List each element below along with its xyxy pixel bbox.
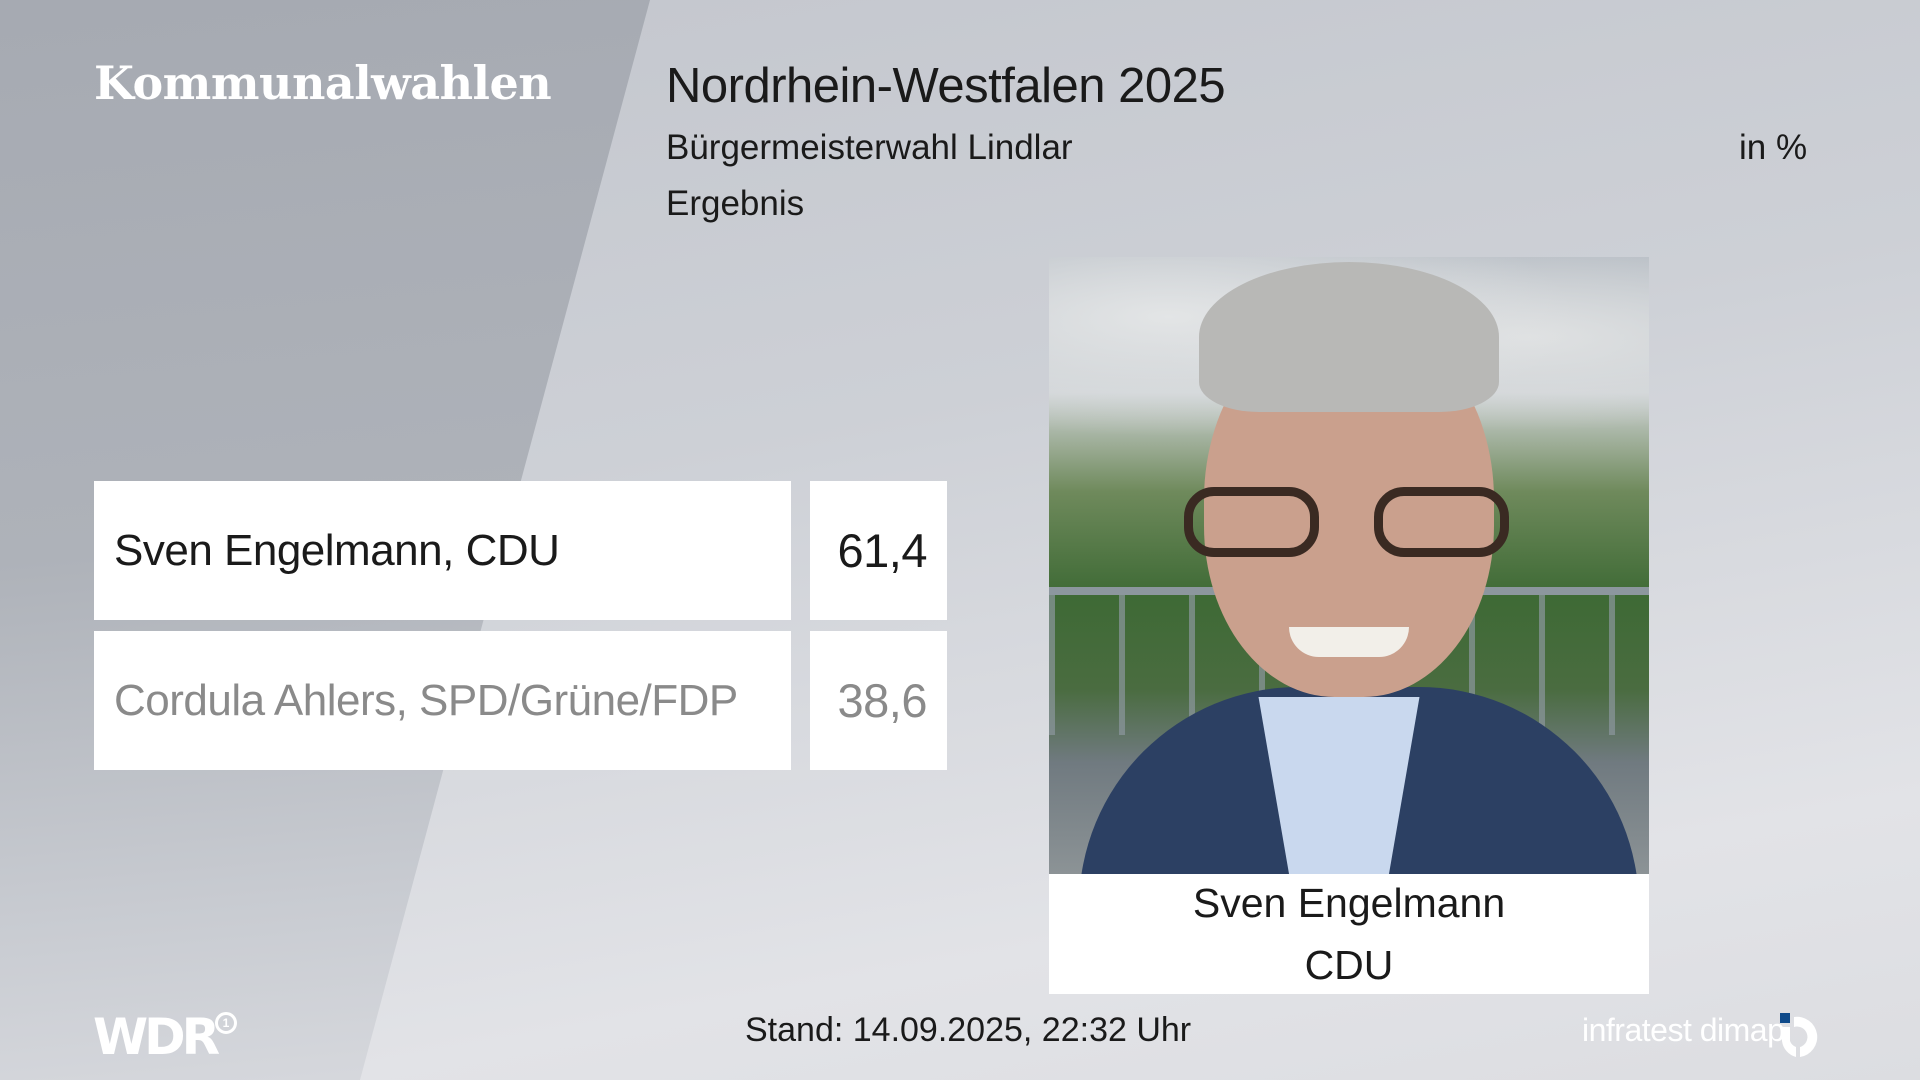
ard-one-icon: 1 [215, 1012, 237, 1034]
winner-card: Sven Engelmann CDU [1049, 257, 1649, 994]
winner-party: CDU [1304, 942, 1394, 988]
result-row-winner: Sven Engelmann, CDU 61,4 [94, 481, 947, 620]
candidate-percentage: 38,6 [810, 631, 947, 770]
infratest-dimap-logo-icon [1780, 1013, 1818, 1057]
candidate-name: Cordula Ahlers, SPD/Grüne/FDP [94, 631, 791, 770]
wdr-logo-icon: WDR [93, 1008, 220, 1066]
result-row-runner-up: Cordula Ahlers, SPD/Grüne/FDP 38,6 [94, 631, 947, 770]
winner-name: Sven Engelmann [1192, 880, 1506, 926]
winner-caption: Sven Engelmann CDU [1049, 874, 1649, 994]
brand-title: Kommunalwahlen [94, 56, 552, 110]
pollster-name: infratest dimap [1582, 1012, 1785, 1048]
candidate-name: Sven Engelmann, CDU [94, 481, 791, 620]
candidate-percentage: 61,4 [810, 481, 947, 620]
election-subtitle: Bürgermeisterwahl Lindlar [666, 128, 1073, 167]
candidate-portrait-icon [1049, 257, 1649, 874]
unit-label: in % [1739, 128, 1808, 167]
result-status: Ergebnis [666, 184, 805, 223]
page-title: Nordrhein-Westfalen 2025 [666, 59, 1226, 113]
timestamp: Stand: 14.09.2025, 22:32 Uhr [745, 1011, 1192, 1049]
